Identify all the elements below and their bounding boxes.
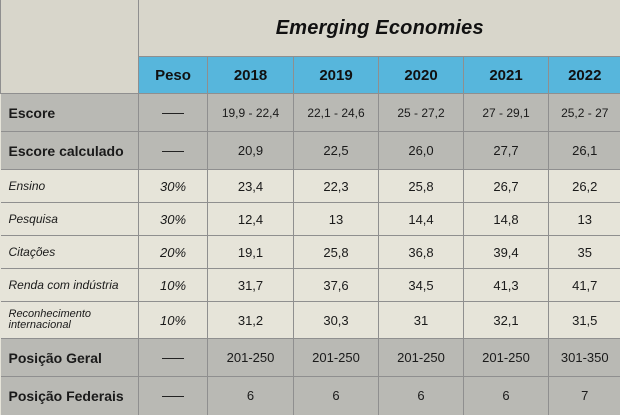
row-label: Citações <box>1 236 139 269</box>
value-cell: 301-350 <box>549 339 620 377</box>
value-cell: 14,8 <box>464 203 549 236</box>
col-header-2021: 2021 <box>464 57 549 94</box>
row-label: Posição Geral <box>1 339 139 377</box>
row-label: Ensino <box>1 170 139 203</box>
peso-cell: 20% <box>139 236 208 269</box>
value-cell: 13 <box>549 203 620 236</box>
value-cell: 23,4 <box>208 170 294 203</box>
value-cell: 26,7 <box>464 170 549 203</box>
peso-cell: 30% <box>139 170 208 203</box>
value-cell: 27 - 29,1 <box>464 94 549 132</box>
value-cell: 25 - 27,2 <box>379 94 464 132</box>
dash-cell <box>139 377 208 415</box>
col-header-2022: 2022 <box>549 57 620 94</box>
peso-cell: 30% <box>139 203 208 236</box>
col-header-peso: Peso <box>139 57 208 94</box>
dash-line <box>162 396 184 397</box>
peso-cell: 10% <box>139 302 208 339</box>
value-cell: 25,8 <box>294 236 379 269</box>
row-label: Escore <box>1 94 139 132</box>
value-cell: 31,7 <box>208 269 294 302</box>
col-header-2018: 2018 <box>208 57 294 94</box>
value-cell: 12,4 <box>208 203 294 236</box>
value-cell: 6 <box>464 377 549 415</box>
dash-cell <box>139 339 208 377</box>
value-cell: 26,0 <box>379 132 464 170</box>
value-cell: 31 <box>379 302 464 339</box>
value-cell: 22,5 <box>294 132 379 170</box>
value-cell: 201-250 <box>294 339 379 377</box>
value-cell: 19,1 <box>208 236 294 269</box>
value-cell: 22,3 <box>294 170 379 203</box>
dash-line <box>162 358 184 359</box>
table-title: Emerging Economies <box>139 0 620 57</box>
value-cell: 6 <box>379 377 464 415</box>
value-cell: 22,1 - 24,6 <box>294 94 379 132</box>
value-cell: 13 <box>294 203 379 236</box>
row-label: Escore calculado <box>1 132 139 170</box>
value-cell: 25,8 <box>379 170 464 203</box>
dash-cell <box>139 94 208 132</box>
peso-cell: 10% <box>139 269 208 302</box>
value-cell: 6 <box>208 377 294 415</box>
value-cell: 37,6 <box>294 269 379 302</box>
col-header-2020: 2020 <box>379 57 464 94</box>
row-label: Reconhecimento internacional <box>1 302 139 339</box>
value-cell: 27,7 <box>464 132 549 170</box>
value-cell: 201-250 <box>208 339 294 377</box>
value-cell: 6 <box>294 377 379 415</box>
dash-cell <box>139 132 208 170</box>
value-cell: 31,2 <box>208 302 294 339</box>
value-cell: 41,7 <box>549 269 620 302</box>
corner-cell <box>1 0 139 94</box>
value-cell: 34,5 <box>379 269 464 302</box>
row-label: Renda com indústria <box>1 269 139 302</box>
value-cell: 25,2 - 27 <box>549 94 620 132</box>
value-cell: 201-250 <box>379 339 464 377</box>
dash-line <box>162 113 184 114</box>
col-header-2019: 2019 <box>294 57 379 94</box>
value-cell: 19,9 - 22,4 <box>208 94 294 132</box>
value-cell: 31,5 <box>549 302 620 339</box>
value-cell: 26,2 <box>549 170 620 203</box>
value-cell: 26,1 <box>549 132 620 170</box>
row-label: Posição Federais <box>1 377 139 415</box>
dash-line <box>162 151 184 152</box>
value-cell: 39,4 <box>464 236 549 269</box>
value-cell: 20,9 <box>208 132 294 170</box>
value-cell: 14,4 <box>379 203 464 236</box>
value-cell: 201-250 <box>464 339 549 377</box>
value-cell: 35 <box>549 236 620 269</box>
row-label: Pesquisa <box>1 203 139 236</box>
value-cell: 41,3 <box>464 269 549 302</box>
value-cell: 36,8 <box>379 236 464 269</box>
value-cell: 30,3 <box>294 302 379 339</box>
value-cell: 32,1 <box>464 302 549 339</box>
value-cell: 7 <box>549 377 620 415</box>
